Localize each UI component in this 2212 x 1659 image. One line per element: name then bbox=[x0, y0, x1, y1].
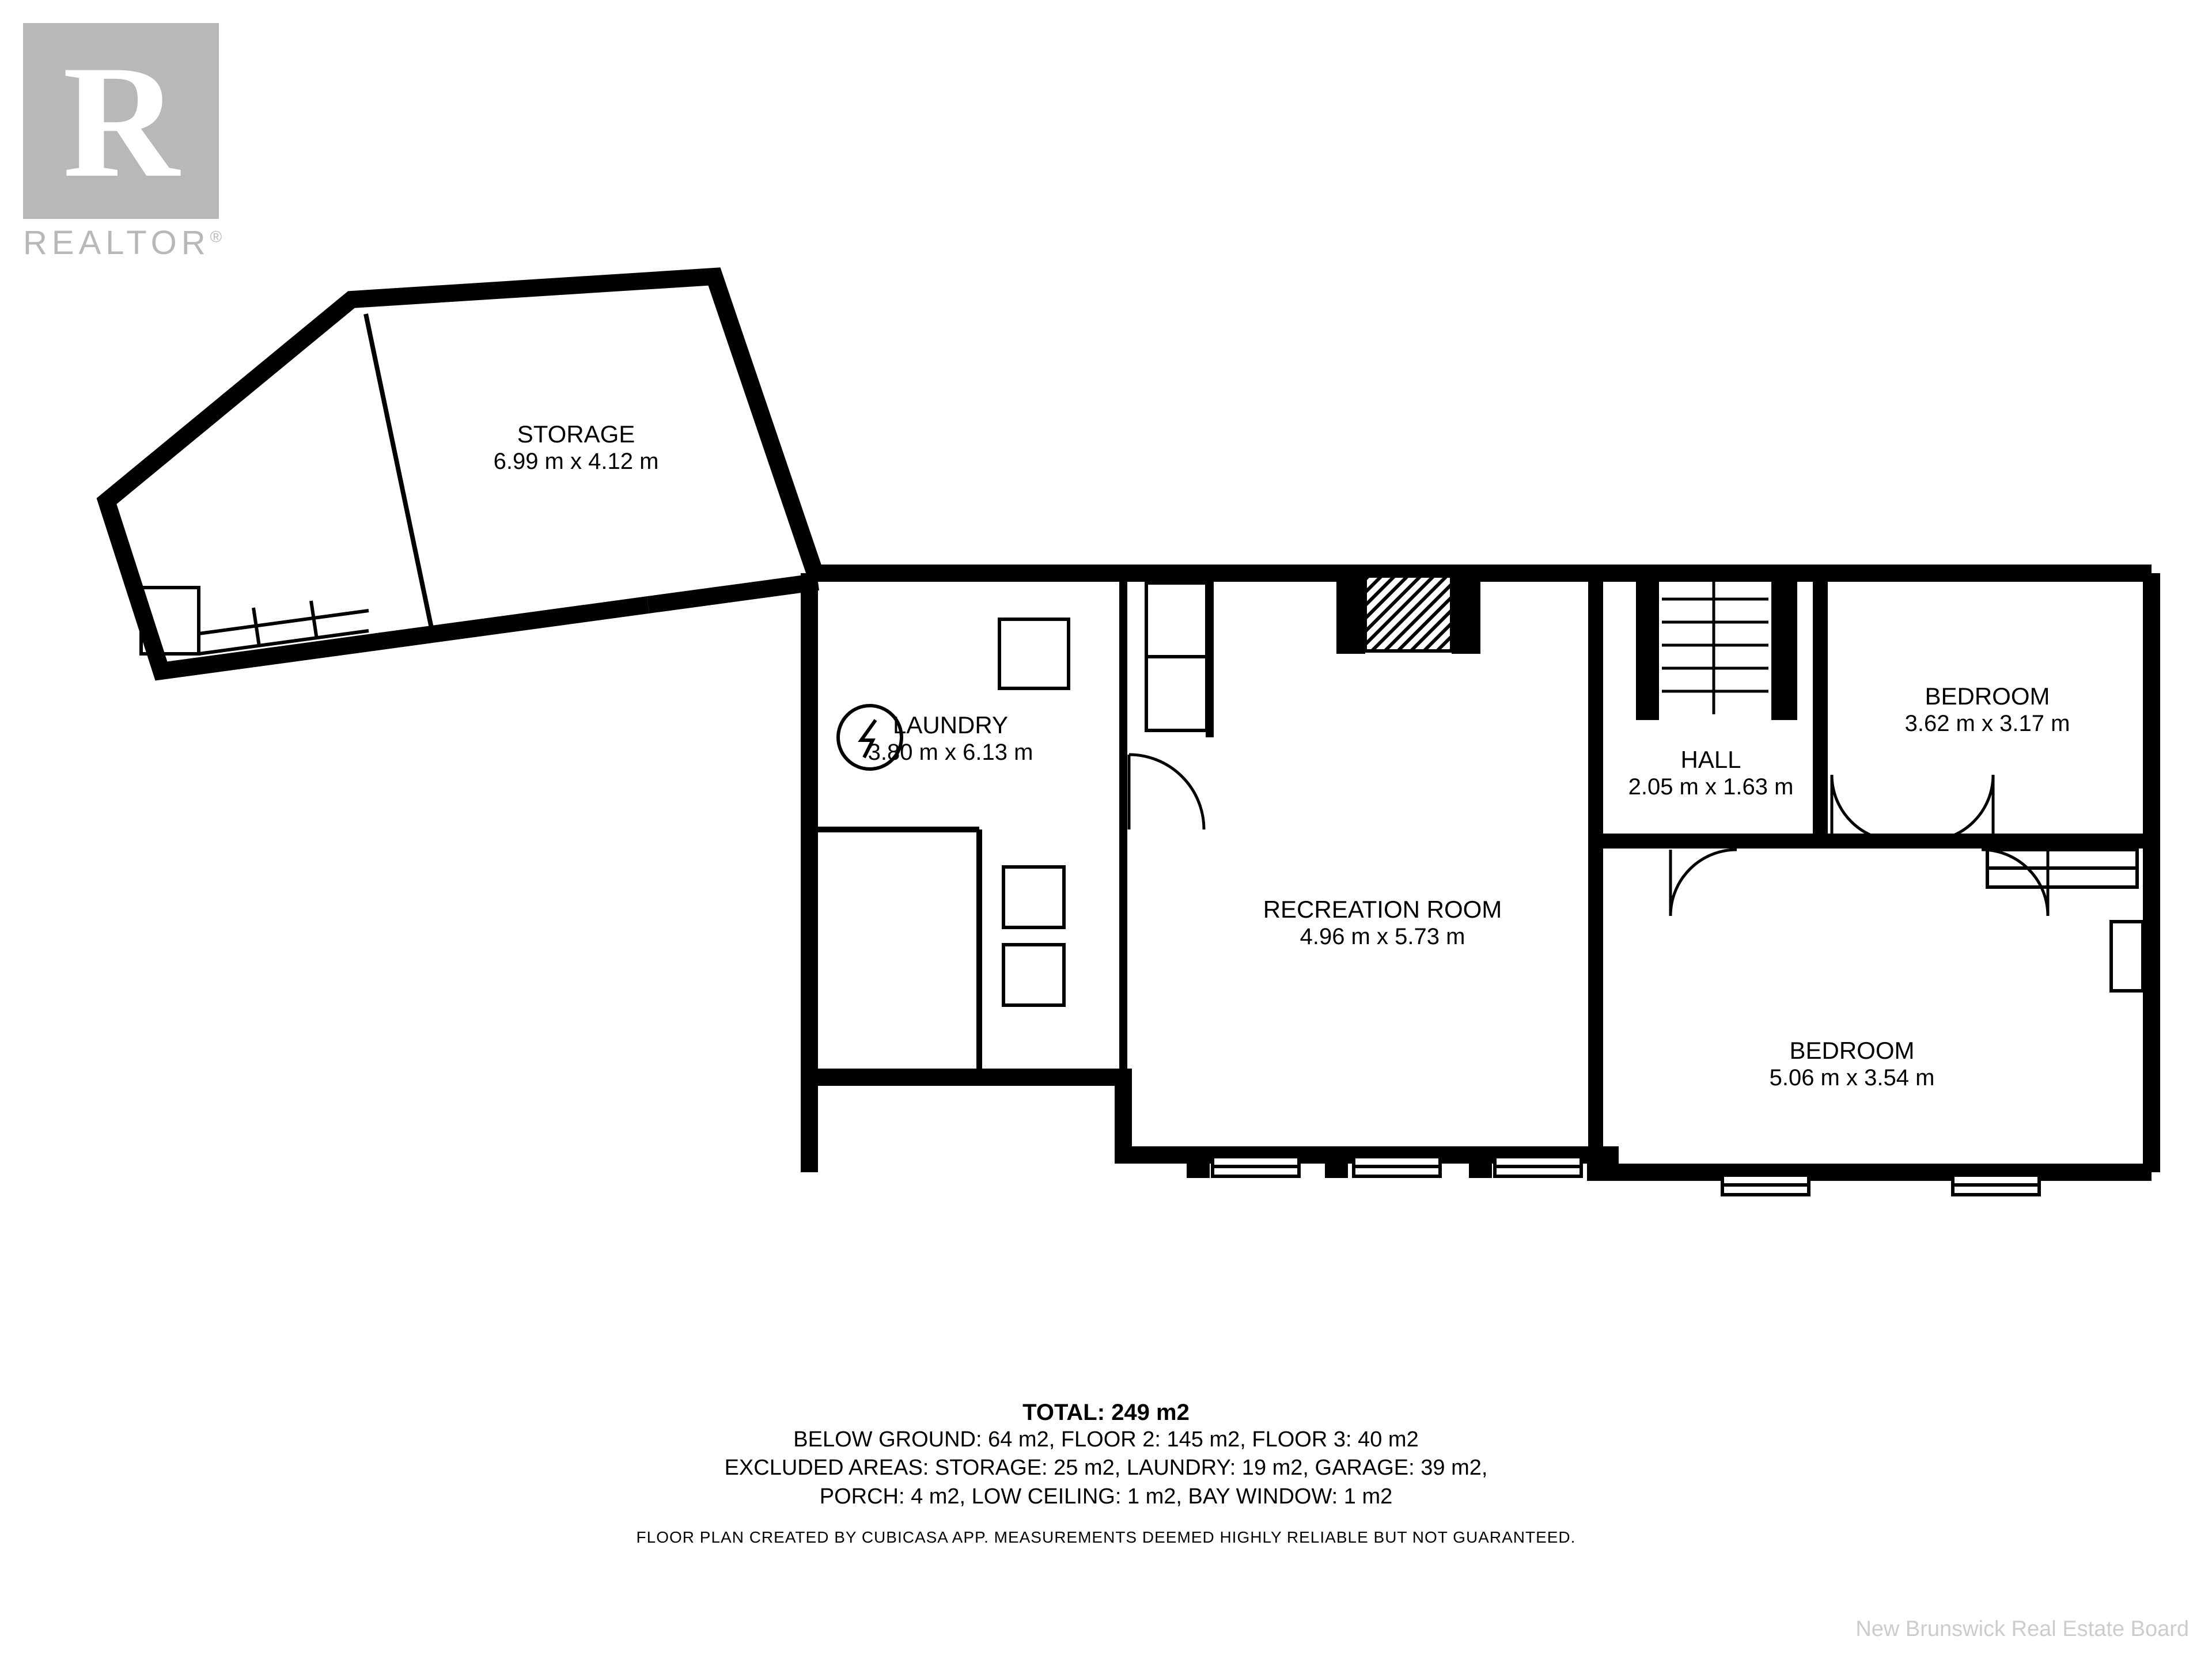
window-5 bbox=[1953, 1175, 2039, 1195]
storage-partition bbox=[366, 314, 432, 631]
pilaster-1 bbox=[1187, 1146, 1210, 1178]
label-laundry: LAUNDRY 3.80 m x 6.13 m bbox=[847, 711, 1054, 766]
pilaster-4 bbox=[1596, 1146, 1619, 1178]
footer-disclaimer: FLOOR PLAN CREATED BY CUBICASA APP. MEAS… bbox=[0, 1528, 2212, 1547]
pilaster-2 bbox=[1325, 1146, 1348, 1178]
storage-outline bbox=[107, 276, 818, 671]
stairs bbox=[1662, 576, 1768, 714]
laundry-box-mid bbox=[1003, 867, 1064, 927]
footer-total-label: TOTAL: bbox=[1022, 1400, 1105, 1425]
label-bedroom2-name: BEDROOM bbox=[1748, 1037, 1956, 1065]
label-storage: STORAGE 6.99 m x 4.12 m bbox=[472, 421, 680, 475]
watermark-bottom-right: New Brunswick Real Estate Board bbox=[1855, 1617, 2189, 1642]
footer-total-value: 249 m2 bbox=[1111, 1400, 1190, 1425]
label-bedroom1-dim: 3.62 m x 3.17 m bbox=[1884, 710, 2091, 737]
door-bed2-a bbox=[1671, 850, 1737, 916]
footer-line3: PORCH: 4 m2, LOW CEILING: 1 m2, BAY WIND… bbox=[0, 1483, 2212, 1511]
fireplace-hatched bbox=[1365, 576, 1452, 651]
label-hall-name: HALL bbox=[1613, 746, 1809, 774]
label-bedroom1-name: BEDROOM bbox=[1884, 683, 2091, 710]
label-storage-dim: 6.99 m x 4.12 m bbox=[472, 448, 680, 475]
laundry-box-low bbox=[1003, 945, 1064, 1005]
rec-cabinet-1 bbox=[1146, 583, 1207, 657]
fireplace bbox=[1365, 576, 1452, 651]
label-bedroom2-dim: 5.06 m x 3.54 m bbox=[1748, 1065, 1956, 1091]
window-1 bbox=[1213, 1157, 1299, 1176]
footer: TOTAL: 249 m2 BELOW GROUND: 64 m2, FLOOR… bbox=[0, 1400, 2212, 1547]
storage-connector bbox=[648, 582, 818, 605]
closet-shelf bbox=[2111, 922, 2143, 991]
fireplace-wall-left bbox=[1336, 567, 1365, 654]
door-bed1-a bbox=[1832, 775, 1898, 841]
window-4 bbox=[1722, 1175, 1809, 1195]
label-recreation-name: RECREATION ROOM bbox=[1238, 896, 1527, 923]
label-bedroom2: BEDROOM 5.06 m x 3.54 m bbox=[1748, 1037, 1956, 1091]
label-laundry-dim: 3.80 m x 6.13 m bbox=[847, 739, 1054, 766]
footer-line1: BELOW GROUND: 64 m2, FLOOR 2: 145 m2, FL… bbox=[0, 1426, 2212, 1454]
label-recreation: RECREATION ROOM 4.96 m x 5.73 m bbox=[1238, 896, 1527, 950]
pilaster-3 bbox=[1469, 1146, 1492, 1178]
label-hall: HALL 2.05 m x 1.63 m bbox=[1613, 746, 1809, 800]
footer-total: TOTAL: 249 m2 bbox=[0, 1400, 2212, 1426]
window-2 bbox=[1354, 1157, 1440, 1176]
footer-line2: EXCLUDED AREAS: STORAGE: 25 m2, LAUNDRY:… bbox=[0, 1454, 2212, 1482]
stair-wall-left bbox=[1636, 576, 1659, 720]
stair-wall-right bbox=[1771, 576, 1797, 720]
label-storage-name: STORAGE bbox=[472, 421, 680, 448]
label-laundry-name: LAUNDRY bbox=[847, 711, 1054, 739]
fireplace-wall-right bbox=[1452, 567, 1480, 654]
label-recreation-dim: 4.96 m x 5.73 m bbox=[1238, 923, 1527, 950]
floorplan-canvas: R REALTOR® bbox=[0, 0, 2212, 1659]
window-3 bbox=[1495, 1157, 1581, 1176]
laundry-box-top bbox=[999, 619, 1069, 688]
label-hall-dim: 2.05 m x 1.63 m bbox=[1613, 774, 1809, 800]
label-bedroom1: BEDROOM 3.62 m x 3.17 m bbox=[1884, 683, 2091, 737]
door-laundry bbox=[1129, 755, 1204, 830]
door-bed1-b bbox=[1927, 775, 1993, 841]
rec-cabinet-2 bbox=[1146, 657, 1207, 730]
